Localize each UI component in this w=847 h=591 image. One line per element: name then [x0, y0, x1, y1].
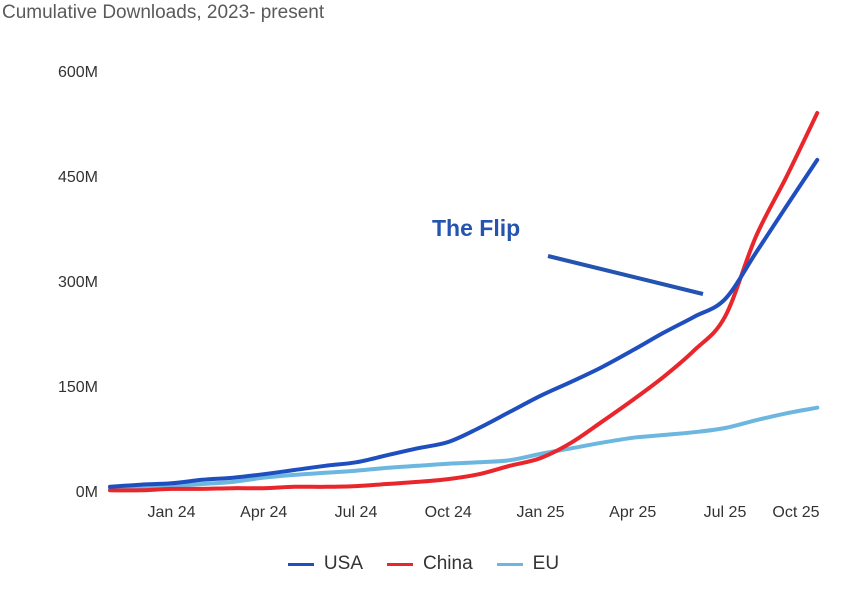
- y-tick-label: 0M: [76, 484, 98, 501]
- annotation-arrow: [547, 254, 704, 296]
- x-tick-label: Jan 25: [516, 504, 564, 521]
- y-tick-label: 300M: [58, 274, 98, 291]
- series-line-eu: [108, 405, 820, 491]
- x-tick-label: Jul 24: [335, 504, 378, 521]
- chart-title: Cumulative Downloads, 2023- present: [2, 2, 325, 23]
- legend-swatch-usa: [287, 562, 314, 566]
- legend-item-usa[interactable]: USA: [287, 553, 363, 575]
- x-tick-label: Oct 25: [772, 504, 819, 521]
- x-tick-label: Apr 24: [240, 504, 287, 521]
- legend-item-eu[interactable]: EU: [496, 553, 560, 575]
- annotation-the-flip: The Flip: [432, 215, 520, 241]
- legend-label-usa: USA: [323, 553, 363, 574]
- y-tick-label: 450M: [58, 169, 98, 186]
- legend-label-china: China: [423, 553, 473, 574]
- legend-label-eu: EU: [532, 553, 560, 574]
- series-line-china: [108, 111, 820, 493]
- legend-swatch-eu: [496, 562, 523, 566]
- legend-item-china[interactable]: China: [387, 553, 473, 575]
- y-tick-label: 150M: [58, 379, 98, 396]
- y-tick-label: 600M: [58, 64, 98, 81]
- legend-swatch-china: [387, 562, 413, 566]
- x-tick-label: Apr 25: [609, 504, 656, 521]
- x-tick-label: Jan 24: [147, 504, 195, 521]
- x-tick-label: Jul 25: [704, 504, 747, 521]
- series-line-usa: [108, 157, 820, 489]
- x-tick-label: Oct 24: [425, 504, 472, 521]
- legend: USA China EU: [0, 553, 847, 575]
